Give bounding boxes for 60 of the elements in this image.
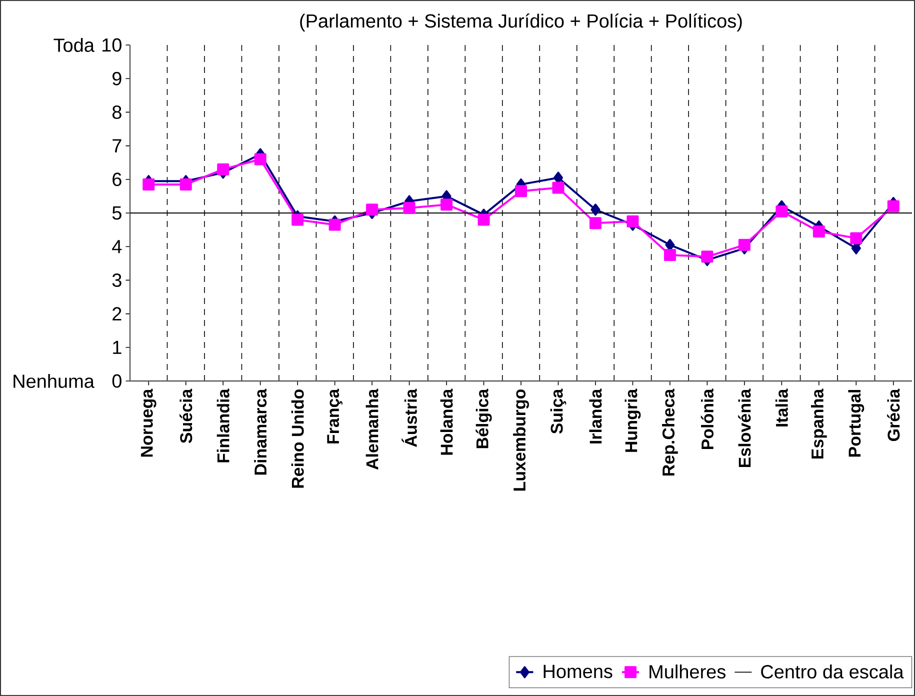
x-tick-label: Holanda (440, 388, 453, 455)
x-tick-label: Finlandia (216, 388, 230, 462)
point (366, 204, 378, 216)
y-tick-label: 2 (112, 307, 122, 320)
point (292, 214, 304, 226)
point (701, 250, 714, 263)
x-tick-label: Áustria (402, 388, 417, 447)
y-tick-label: 5 (112, 206, 122, 220)
x-tick-label: Irlanda (589, 388, 602, 444)
point (552, 182, 564, 194)
point (328, 218, 341, 231)
legend-label: Mulheres (650, 664, 726, 678)
text: Nenhuma (14, 374, 94, 388)
point (217, 163, 230, 176)
y-tick-label: 9 (112, 72, 122, 86)
x-tick-label: Polónia (700, 388, 714, 450)
y-tick-label: 10 (102, 38, 122, 52)
x-tick-label: Portugal (848, 390, 864, 457)
point (589, 217, 602, 230)
point (440, 198, 453, 211)
x-tick-label: Noruega (140, 388, 156, 457)
y-tick-label: 0 (112, 374, 122, 388)
y-tick-label: 4 (112, 240, 122, 254)
chart-title: (Parlamento + Sistema Jurídico + Polícia + Políticos) (300, 14, 742, 32)
x-tick-label: Suiça (550, 388, 566, 434)
point (887, 200, 900, 212)
x-tick-label: Luxemburgo (513, 389, 529, 491)
point (776, 205, 788, 218)
point (180, 178, 192, 190)
x-tick-label: Espanha (810, 388, 827, 459)
text: Toda (54, 38, 94, 52)
x-tick-label: Suécia (180, 388, 192, 444)
point (515, 185, 528, 198)
x-tick-label: França (327, 388, 342, 444)
x-tick-label: Grécia (887, 388, 900, 442)
y-tick-label: 6 (112, 172, 122, 186)
point (478, 214, 490, 226)
x-tick-label: Hungria (624, 388, 641, 452)
y-tick-label: 8 (112, 105, 122, 119)
point (590, 204, 600, 216)
point (850, 232, 862, 244)
y-tick-label: 3 (112, 273, 122, 287)
point (142, 178, 155, 190)
point (664, 249, 676, 261)
point (626, 215, 639, 228)
x-tick-label: Alemanha (366, 388, 378, 470)
y-tick-label: 7 (112, 139, 122, 152)
x-tick-label: Italia (775, 388, 788, 426)
x-tick-label: Dinamarca (254, 388, 267, 475)
point (812, 225, 825, 238)
point (403, 202, 416, 214)
point (254, 153, 266, 166)
point (738, 238, 750, 251)
legend-label: Centro da escala (761, 664, 904, 678)
legend-label: Homens (544, 664, 612, 678)
y-tick-label: 1 (113, 340, 122, 354)
x-tick-label: Reino Unido (291, 389, 304, 488)
x-tick-label: Eslovénia (738, 388, 751, 468)
x-tick-label: Bélgica (476, 388, 492, 448)
x-tick-label: Rep.Checa (662, 388, 678, 476)
